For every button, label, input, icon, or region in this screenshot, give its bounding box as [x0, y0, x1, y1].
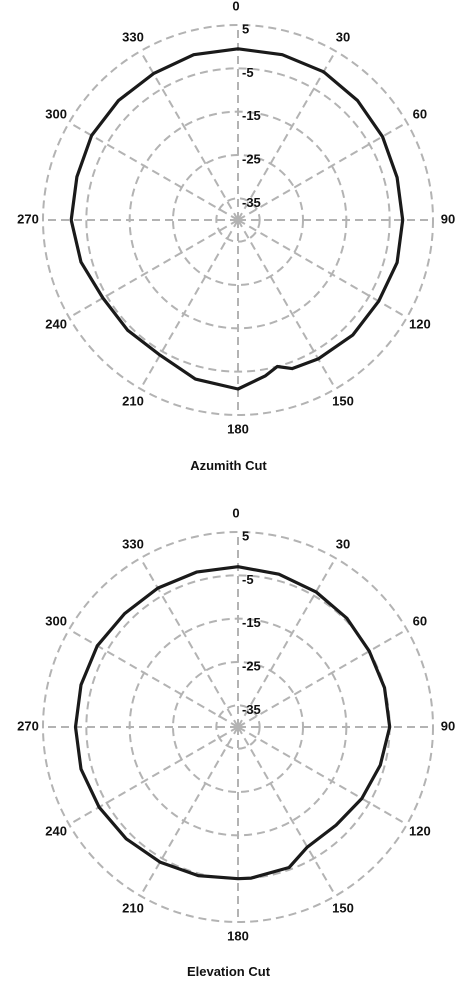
azimuth-grid-spoke	[68, 219, 239, 319]
elevation-radial-tick-label: -35	[242, 702, 261, 717]
elevation-angle-tick-label: 300	[45, 613, 67, 628]
azimuth-grid-ring	[215, 197, 261, 243]
elevation-radial-tick-label: -25	[242, 658, 261, 673]
elevation-grid-spoke	[237, 557, 337, 728]
elevation-angle-tick-label: 90	[441, 718, 455, 733]
elevation-grid-spoke	[237, 628, 408, 728]
azimuth-angle-tick-label: 30	[336, 30, 350, 45]
elevation-grid-spoke	[237, 726, 408, 826]
azimuth-angle-tick-label: 120	[409, 316, 431, 331]
azimuth-angle-tick-label: 150	[332, 393, 354, 408]
elevation-radial-tick-label: -5	[242, 572, 254, 587]
azimuth-pattern-trace	[69, 47, 405, 391]
azimuth-angle-tick-label: 180	[227, 421, 249, 436]
azimuth-grid-spoke	[237, 50, 337, 221]
azimuth-angle-tick-label: 330	[122, 30, 144, 45]
elevation-angle-tick-label: 120	[409, 823, 431, 838]
azimuth-chart-title: Azumith Cut	[190, 458, 267, 473]
elevation-chart-title: Elevation Cut	[186, 964, 271, 979]
azimuth-angle-tick-label: 60	[413, 106, 427, 121]
elevation-radial-tick-label: -15	[242, 615, 261, 630]
elevation-grid-spoke	[237, 726, 337, 897]
elevation-radial-tick-label: 5	[242, 528, 249, 543]
azimuth-grid-spoke	[237, 121, 408, 221]
azimuth-angle-tick-label: 270	[17, 211, 39, 226]
elevation-polar-chart: 0 30 60 90 120 150 180 210 240 270 300 330 5 -5 -15 -25…	[17, 507, 455, 943]
elevation-grid-ring	[215, 704, 261, 750]
elevation-angle-tick-label: 150	[332, 900, 354, 915]
azimuth-angle-tick-label: 90	[441, 211, 455, 226]
azimuth-grid-spoke	[139, 50, 239, 221]
elevation-angle-tick-label: 30	[336, 537, 350, 552]
elevation-grid-ring	[42, 531, 434, 923]
azimuth-radial-tick-label: -15	[242, 108, 261, 123]
azimuth-grid-spoke	[237, 219, 337, 390]
elevation-pattern-trace	[73, 565, 392, 881]
azimuth-polar-chart: 0 30 60 90 120 150 180 210 240 270 300 330 5 -5 -15 -25…	[17, 0, 455, 436]
azimuth-angle-tick-label: 240	[45, 316, 67, 331]
azimuth-radial-tick-label: -35	[242, 195, 261, 210]
elevation-angle-tick-label: 210	[122, 900, 144, 915]
azimuth-grid-ring	[85, 67, 391, 373]
elevation-angle-tick-label: 330	[122, 537, 144, 552]
elevation-angle-tick-label: 240	[45, 823, 67, 838]
elevation-angle-tick-label: 180	[227, 928, 249, 943]
elevation-angle-tick-label: 270	[17, 718, 39, 733]
azimuth-radial-tick-label: -25	[242, 151, 261, 166]
azimuth-angle-tick-label: 0	[232, 0, 239, 13]
azimuth-grid-spoke	[68, 121, 239, 221]
elevation-angle-tick-label: 0	[232, 507, 239, 520]
azimuth-grid-spoke	[237, 219, 408, 319]
elevation-angle-tick-label: 60	[413, 613, 427, 628]
azimuth-angle-tick-label: 300	[45, 106, 67, 121]
elevation-grid-spoke	[139, 726, 239, 897]
azimuth-grid-spoke	[139, 219, 239, 390]
azimuth-angle-tick-label: 210	[122, 393, 144, 408]
azimuth-radial-tick-label: 5	[242, 21, 249, 36]
azimuth-radial-tick-label: -5	[242, 65, 254, 80]
elevation-grid-spoke	[68, 726, 239, 826]
azimuth-grid-ring	[42, 24, 434, 416]
elevation-grid-spoke	[139, 557, 239, 728]
